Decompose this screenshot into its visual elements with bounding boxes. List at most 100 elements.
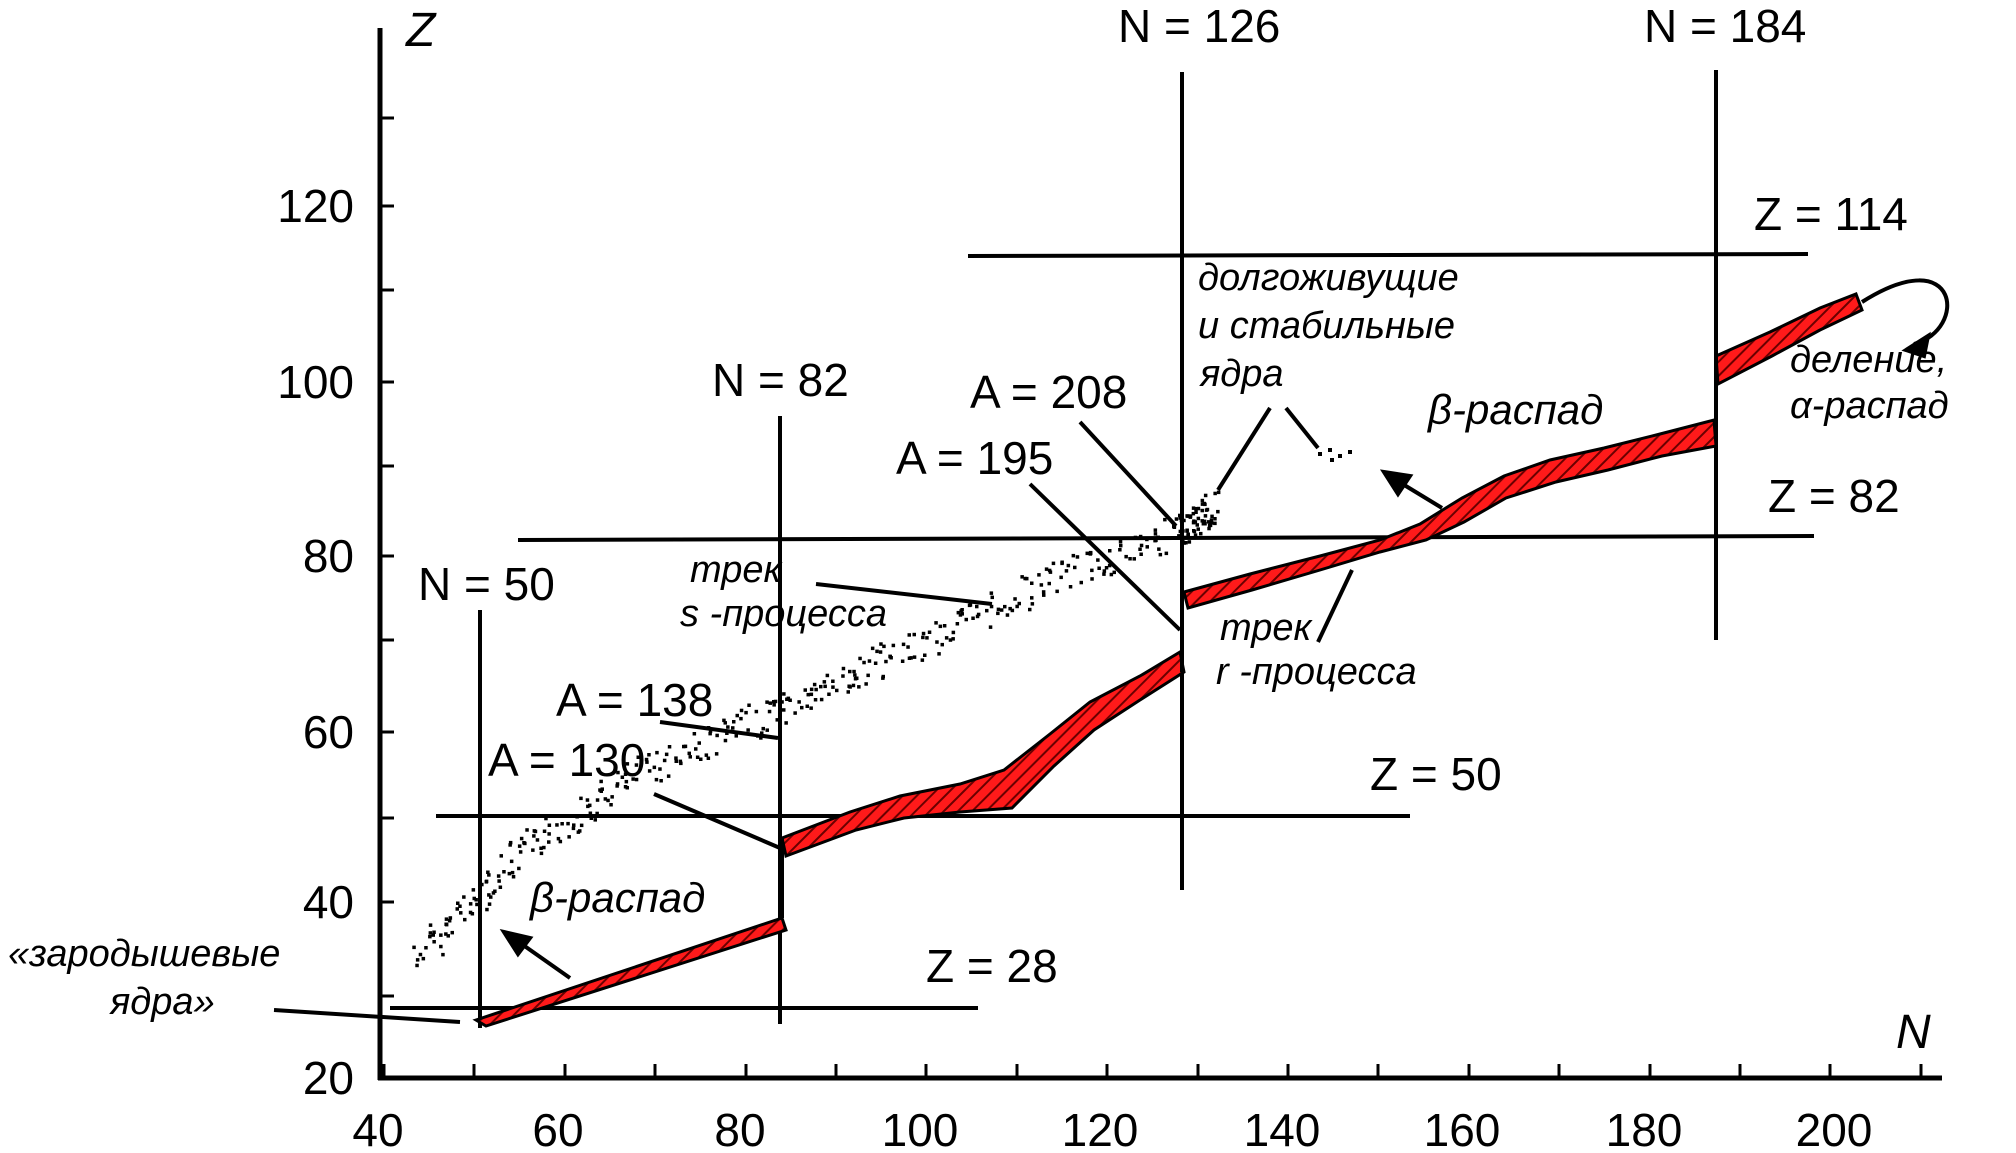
s-track-dot [647, 753, 651, 757]
s-track-dot [1192, 529, 1197, 534]
s-track-dot [519, 836, 524, 841]
s-track-dot [768, 701, 772, 705]
s-track-dot [470, 912, 475, 916]
s-track-dot [620, 775, 625, 779]
r-track-verticals [780, 356, 1718, 918]
s-track-dot [674, 756, 678, 760]
a138-pointer [659, 720, 779, 740]
s-track-dot [623, 785, 628, 789]
s-track-dot [812, 682, 817, 687]
s-track-dot [782, 692, 786, 696]
s-track-dot [1196, 506, 1201, 511]
s-track-dot [722, 718, 726, 723]
r-track-segment-4 [1714, 292, 1864, 387]
s-track-dot [1153, 532, 1158, 536]
longlived-dot [1348, 450, 1352, 454]
y-ticks [380, 116, 394, 998]
s-track-dot [788, 698, 792, 702]
s-track-dot [813, 698, 818, 702]
s-track-dot [958, 613, 963, 617]
s-track-dot [1157, 547, 1161, 551]
s-track-dot [1185, 514, 1189, 518]
x-tick-40: 40 [352, 1104, 403, 1153]
s-track-dot [418, 952, 423, 957]
s-track-dot [609, 803, 613, 807]
s-track-dot [735, 713, 739, 718]
s-track-dot [631, 777, 635, 781]
s-track-dot [889, 656, 893, 660]
s-track-dot [1015, 604, 1019, 609]
s-track-dot [595, 798, 600, 802]
s-track-dot [809, 687, 814, 692]
s-track-dot [760, 731, 764, 735]
s-track-dot [509, 859, 514, 864]
s-track-dot [556, 836, 561, 841]
s-track-dot [450, 930, 454, 935]
s-track-dot [497, 879, 501, 883]
s-track-dot [644, 757, 649, 762]
s-track-dot [517, 866, 521, 871]
longlived-dot [1328, 448, 1332, 452]
n-axis-title: N [1896, 1006, 1931, 1059]
x-tick-120: 120 [1062, 1104, 1139, 1153]
s-track-dot [588, 811, 593, 815]
y-tick-80: 80 [303, 530, 354, 582]
s-track-dot [487, 893, 491, 897]
s-track-dot [1104, 566, 1109, 570]
label-seed-nuclei-line2: ядра» [109, 981, 215, 1023]
s-track-dot [814, 687, 818, 692]
s-track-dot [803, 688, 807, 692]
s-track-dot [539, 851, 544, 856]
s-track-dot [539, 846, 543, 850]
s-track-dot [666, 774, 671, 778]
s-track-dot [1090, 577, 1094, 581]
r-process-track [472, 292, 1864, 1028]
s-track-dot [502, 870, 506, 874]
s-track-dot [486, 870, 490, 874]
s-track-dot [809, 692, 814, 697]
s-track-dot [1008, 606, 1012, 611]
s-track-dot [912, 655, 917, 659]
s-track-dot [944, 636, 949, 640]
s-track-dot [1128, 557, 1132, 561]
s-track-dot [692, 732, 697, 736]
s-track-dot [421, 956, 426, 961]
label-a130: A = 130 [488, 734, 645, 786]
s-track-dot [714, 752, 719, 756]
s-track-dot [444, 917, 449, 921]
s-track-dot [940, 642, 944, 647]
s-track-dot [747, 703, 751, 707]
line-z114 [967, 252, 1809, 258]
s-track-dot [1183, 535, 1187, 540]
s-track-dot [544, 816, 548, 821]
s-track-dot [1020, 575, 1024, 579]
s-track-dot [647, 769, 652, 773]
s-track-dot [858, 656, 862, 661]
s-track-dot [715, 733, 719, 738]
s-track-dot [706, 756, 711, 760]
s-track-dot [831, 679, 835, 683]
s-track-dot [1181, 529, 1185, 533]
s-track-dot [1179, 518, 1184, 523]
s-track-dot [1199, 531, 1203, 536]
s-track-dot [1191, 506, 1196, 510]
label-z28: Z = 28 [926, 940, 1058, 992]
label-fission-line2: α-распад [1790, 385, 1949, 427]
s-track-dot [1044, 567, 1049, 571]
s-track-dot [1193, 533, 1198, 537]
s-track-dot [1005, 613, 1010, 617]
s-track-dot [1039, 583, 1044, 587]
x-tick-160: 160 [1424, 1104, 1501, 1153]
label-longlived-line2: и стабильные [1198, 305, 1455, 347]
s-track-dot [1090, 568, 1094, 573]
s-track-dot [603, 797, 608, 801]
s-track-dot [1202, 519, 1207, 524]
s-track-dot [988, 625, 993, 629]
s-track-dot [547, 832, 551, 836]
s-track-dot [458, 904, 462, 908]
s-track-dot [522, 841, 526, 845]
y-tick-40: 40 [303, 876, 354, 928]
s-track-dot [695, 755, 700, 759]
s-track-dot [615, 782, 620, 786]
s-track-dot [508, 840, 513, 845]
